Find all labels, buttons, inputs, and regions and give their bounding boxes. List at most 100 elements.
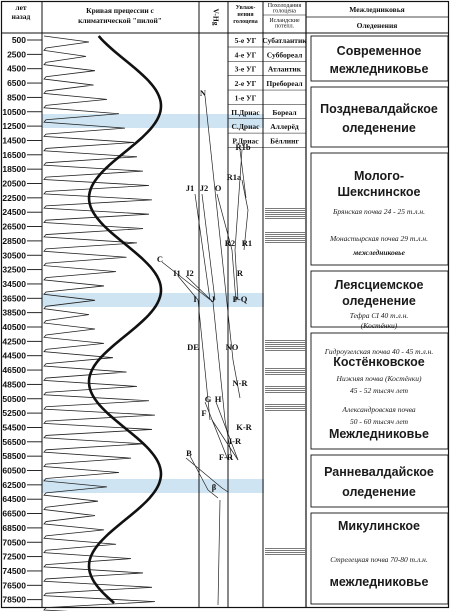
header-holocene-sub: Исландские потепл. bbox=[269, 18, 300, 30]
year-tick-20500: 20500 bbox=[2, 179, 26, 189]
period-subtitle-0: межледниковье bbox=[330, 62, 429, 76]
period-note-6-0: Стрелецкая почва 70-80 т.л.н. bbox=[330, 555, 428, 564]
year-tick-52500: 52500 bbox=[2, 408, 26, 418]
year-tick-38500: 38500 bbox=[2, 308, 26, 318]
year-tick-56500: 56500 bbox=[2, 437, 26, 447]
period-box-2 bbox=[310, 152, 449, 266]
correlation-line bbox=[204, 95, 234, 361]
year-tick-36500: 36500 bbox=[2, 293, 26, 303]
period-title-2: Молого- bbox=[354, 169, 404, 183]
correlation-line bbox=[204, 401, 229, 461]
mark-20: K-R bbox=[236, 422, 252, 432]
correlation-lines bbox=[161, 95, 249, 606]
period-title-0: Современное bbox=[337, 44, 422, 58]
correlation-line bbox=[194, 193, 211, 301]
soil-hatch-4 bbox=[265, 386, 305, 394]
soil-hatches bbox=[265, 207, 305, 556]
moisture-label-4: 1-е УГ bbox=[235, 93, 257, 102]
mark-1: R1b bbox=[235, 142, 250, 152]
period-note-4-3: Александровская почва bbox=[341, 405, 415, 414]
moisture-labels: 5-е УГ 4-е УГ 3-е УГ 2-е УГ 1-е УГ П.Дриас С.Д… bbox=[228, 36, 306, 148]
year-tick-44500: 44500 bbox=[2, 351, 26, 361]
year-tick-22500: 22500 bbox=[2, 193, 26, 203]
mark-17: N-R bbox=[232, 378, 248, 388]
period-box-5 bbox=[310, 454, 449, 508]
holocene-phase-4: Борeал bbox=[272, 108, 297, 117]
correlation-line bbox=[185, 275, 214, 303]
period-title-1: Поздневалдайское bbox=[320, 102, 438, 116]
correlation-line bbox=[243, 209, 249, 251]
year-tick-78500: 78500 bbox=[2, 595, 26, 605]
highlight-band-38500 bbox=[42, 293, 264, 307]
year-tick-68500: 68500 bbox=[2, 523, 26, 533]
year-tick-58500: 58500 bbox=[2, 451, 26, 461]
correlation-line bbox=[189, 455, 209, 491]
mark-21: F bbox=[201, 408, 206, 418]
year-tick-72500: 72500 bbox=[2, 552, 26, 562]
period-tail-2: межледниковье bbox=[352, 248, 406, 257]
soil-hatch-5 bbox=[265, 403, 305, 411]
correlation-line bbox=[231, 249, 237, 303]
holocene-phase-6: Бёллинг bbox=[270, 136, 299, 145]
correlation-line bbox=[161, 261, 214, 303]
year-tick-76500: 76500 bbox=[2, 580, 26, 590]
moisture-label-6: С.Дриас bbox=[231, 122, 260, 131]
mark-23: B bbox=[186, 448, 192, 458]
year-tick-8500: 8500 bbox=[7, 92, 26, 102]
correlation-line bbox=[234, 149, 243, 251]
period-subtitle-2: Шекснинское bbox=[338, 185, 421, 199]
holocene-phases: Субатлантик Суббореал Атлантик Пребореал Бор… bbox=[262, 36, 307, 145]
mark-0: N bbox=[200, 88, 207, 98]
holocene-phase-3: Пребореал bbox=[266, 79, 303, 88]
period-subtitle-5: оледенение bbox=[342, 485, 416, 499]
year-tick-18500: 18500 bbox=[2, 164, 26, 174]
mark-7: R1 bbox=[242, 238, 252, 248]
correlation-line bbox=[201, 193, 216, 301]
period-note-2-0: Брянская почва 24 - 25 т.л.н. bbox=[332, 207, 425, 216]
year-tick-12500: 12500 bbox=[2, 121, 26, 131]
mark-5: O bbox=[215, 183, 222, 193]
correlation-line bbox=[185, 457, 223, 489]
mark-11: R bbox=[237, 268, 244, 278]
correlation-line bbox=[207, 489, 219, 499]
mark-16: NO bbox=[226, 342, 239, 352]
correlation-line bbox=[224, 419, 233, 461]
correlation-line bbox=[217, 499, 221, 606]
soil-hatch-2 bbox=[265, 339, 305, 351]
correlation-line bbox=[177, 275, 199, 301]
correlation-line bbox=[221, 487, 229, 493]
holocene-phase-2: Атлантик bbox=[268, 65, 302, 74]
moisture-label-3: 2-е УГ bbox=[235, 79, 257, 88]
period-subtitle-3: оледенение bbox=[342, 294, 416, 308]
period-box-3 bbox=[310, 270, 449, 328]
mark-22: I-R bbox=[229, 436, 242, 446]
mark-25: β bbox=[212, 482, 217, 492]
saw-line bbox=[43, 35, 156, 616]
header-period-2: Оледенения bbox=[357, 21, 398, 30]
period-note-4-4: 50 - 60 тысяч лет bbox=[350, 417, 409, 426]
moisture-label-0: 5-е УГ bbox=[235, 36, 257, 45]
header-moisture: Увлаж-нения голоцена bbox=[233, 5, 257, 25]
period-note-3-1: (Костёнки) bbox=[361, 321, 398, 330]
correlation-line bbox=[239, 149, 247, 199]
period-box-4 bbox=[310, 332, 449, 450]
holocene-phase-0: Субатлантик bbox=[262, 36, 307, 45]
mark-18: G bbox=[205, 394, 212, 404]
period-box-1 bbox=[310, 86, 449, 148]
holocene-phase-5: Аллерёд bbox=[270, 122, 299, 131]
header-period-1: Межледниковья bbox=[349, 5, 404, 14]
period-note-3-0: Тефра CI 40 т.л.н. bbox=[350, 311, 409, 320]
year-tick-70500: 70500 bbox=[2, 537, 26, 547]
climate-saw bbox=[43, 35, 156, 616]
period-note-4-2: 45 - 52 тысяч лет bbox=[350, 386, 409, 395]
header-curve: Кривая прецессии с климатической "пилой" bbox=[78, 6, 162, 25]
header-vhg: V-Hg bbox=[212, 9, 221, 26]
soil-hatch-6 bbox=[265, 548, 305, 556]
period-box-0 bbox=[310, 35, 449, 82]
periods-column: Современное межледниковье Поздневалдайское… bbox=[310, 35, 449, 605]
moisture-label-7: Р.Дриас bbox=[232, 136, 259, 145]
period-title-3: Леясциемское bbox=[335, 278, 424, 292]
period-title-4: Костёнковское bbox=[333, 355, 424, 369]
